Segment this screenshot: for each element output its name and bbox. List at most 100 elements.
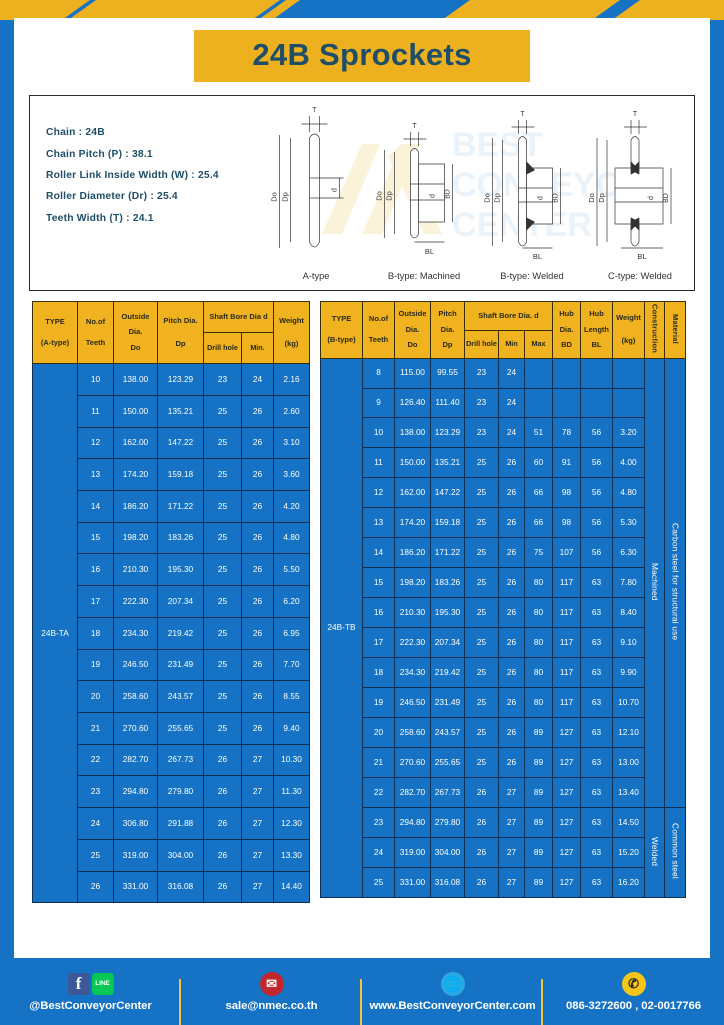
table-cell: 26 xyxy=(241,712,274,745)
table-row: 14 186.20 171.22 25 26 4.20 xyxy=(33,489,310,523)
table-row: 16 210.30 195.30 25 26 80 117 63 8.40 xyxy=(321,597,686,629)
table-cell: 123.29 xyxy=(157,363,204,396)
table-cell: 26 xyxy=(241,648,274,682)
svg-text:T: T xyxy=(520,111,525,118)
table-cell: 26 xyxy=(241,553,274,587)
table-row: 24 319.00 304.00 26 27 89 127 63 15.20 xyxy=(321,836,686,868)
document-page: 24B Sprockets Chain : 24B Chain Pitch (P… xyxy=(14,18,710,958)
table-cell: 25 xyxy=(464,687,499,718)
table-cell: 25 xyxy=(203,458,242,491)
table-cell: 13.40 xyxy=(612,776,645,808)
table-cell: 267.73 xyxy=(430,776,465,808)
th-teeth: No.of Teeth xyxy=(362,301,395,359)
table-cell: 147.22 xyxy=(430,477,465,509)
cell-construction: Welded xyxy=(644,806,665,898)
table-cell: 25 xyxy=(464,627,499,659)
table-cell: 23 xyxy=(203,363,242,396)
table-cell: 2.60 xyxy=(273,394,310,428)
th-type: TYPE (A-type) xyxy=(32,301,78,365)
table-cell: 11 xyxy=(77,394,114,428)
table-cell: 6.20 xyxy=(273,585,310,618)
table-cell: 126.40 xyxy=(394,387,431,419)
diagram-b-machined: T Do Dp d BD BL xyxy=(370,96,478,290)
table-cell: 12.30 xyxy=(273,807,310,840)
table-cell: 219.42 xyxy=(157,616,204,650)
table-cell: 234.30 xyxy=(113,616,158,650)
table-cell: 8 xyxy=(362,357,395,389)
table-cell: 10.30 xyxy=(273,743,310,777)
table-cell: 75 xyxy=(524,537,553,569)
table-cell: 6.30 xyxy=(612,537,645,569)
table-row: 19 246.50 231.49 25 26 80 117 63 10.70 xyxy=(321,687,686,718)
table-cell: 279.80 xyxy=(430,806,465,838)
footer-label: 086-3272600 , 02-0017766 xyxy=(565,999,702,1012)
table-cell: 186.20 xyxy=(113,489,158,523)
table-cell: 89 xyxy=(524,806,553,838)
table-cell: 319.00 xyxy=(394,836,431,868)
table-cell: 21 xyxy=(362,746,395,778)
table-cell: 27 xyxy=(241,838,274,872)
th-max: Max xyxy=(524,329,553,359)
table-cell: 222.30 xyxy=(394,627,431,659)
footer-item-phone[interactable]: ✆ 086-3272600 , 02-0017766 xyxy=(543,971,724,1012)
footer-item-website[interactable]: 🌐 www.BestConveyorCenter.com xyxy=(362,971,543,1025)
table-cell: 66 xyxy=(524,507,553,539)
svg-text:d: d xyxy=(648,196,655,200)
table-cell: 270.60 xyxy=(394,746,431,778)
table-cell: 123.29 xyxy=(430,417,465,449)
cell-type-label: 24B-TB xyxy=(320,357,363,898)
table-cell: 26 xyxy=(498,717,525,748)
title-band: 24B Sprockets xyxy=(14,18,710,83)
th-outside-dia: Outside Dia. Do xyxy=(394,301,431,359)
table-cell: 246.50 xyxy=(394,687,431,718)
th-drill-hole: Drill hole xyxy=(203,332,242,365)
svg-text:BD: BD xyxy=(663,193,670,203)
table-cell: 63 xyxy=(580,866,613,898)
table-cell: 25 xyxy=(464,746,499,778)
table-row: 13 174.20 159.18 25 26 66 98 56 5.30 xyxy=(321,507,686,539)
table-cell: 89 xyxy=(524,866,553,898)
table-cell: 25 xyxy=(464,717,499,748)
table-row: 23 294.80 279.80 26 27 11.30 xyxy=(33,775,310,809)
diagram-caption: C-type: Welded xyxy=(608,271,672,282)
footer-label: @BestConveyorCenter xyxy=(29,999,152,1012)
table-cell: 26 xyxy=(464,806,499,838)
table-cell: 26 xyxy=(77,870,114,904)
table-cell: 135.21 xyxy=(157,394,204,428)
table-row: 12 162.00 147.22 25 26 3.10 xyxy=(33,426,310,460)
table-cell: 80 xyxy=(524,597,553,629)
table-cell: 255.65 xyxy=(430,746,465,778)
table-cell: 26 xyxy=(464,866,499,898)
table-cell: 26 xyxy=(203,870,242,904)
table-cell: 14.50 xyxy=(612,806,645,838)
table-cell: 15.20 xyxy=(612,836,645,868)
table-row: 20 258.60 243.57 25 26 89 127 63 12.10 xyxy=(321,717,686,748)
table-cell: 198.20 xyxy=(113,521,158,555)
svg-text:T: T xyxy=(633,111,638,118)
svg-text:Do: Do xyxy=(587,193,596,203)
drawing-panel: Chain : 24B Chain Pitch (P) : 38.1 Rolle… xyxy=(29,95,695,292)
table-cell: 17 xyxy=(362,627,395,659)
table-cell: 9.40 xyxy=(273,712,310,745)
table-cell: 26 xyxy=(498,447,525,479)
table-cell: 26 xyxy=(241,394,274,428)
table-cell: 3.60 xyxy=(273,458,310,491)
table-cell: 127 xyxy=(552,836,581,868)
table-row: 13 174.20 159.18 25 26 3.60 xyxy=(33,458,310,491)
footer-label: www.BestConveyorCenter.com xyxy=(369,999,536,1012)
table-cell: 24 xyxy=(498,387,525,419)
svg-text:d: d xyxy=(430,194,437,198)
table-cell: 171.22 xyxy=(430,537,465,569)
table-cell: 25 xyxy=(203,712,242,745)
footer-item-email[interactable]: ✉ sale@nmec.co.th xyxy=(181,971,362,1025)
table-cell: 89 xyxy=(524,836,553,868)
footer-divider xyxy=(359,978,362,1025)
table-cell: 12.10 xyxy=(612,717,645,748)
table-cell: 25 xyxy=(464,597,499,629)
table-cell: 26 xyxy=(241,521,274,555)
footer-item-facebook[interactable]: f LINE @BestConveyorCenter xyxy=(0,971,181,1025)
table-cell: 138.00 xyxy=(394,417,431,449)
table-cell: 231.49 xyxy=(157,648,204,682)
table-cell: 207.34 xyxy=(430,627,465,659)
table-cell: 20 xyxy=(362,717,395,748)
